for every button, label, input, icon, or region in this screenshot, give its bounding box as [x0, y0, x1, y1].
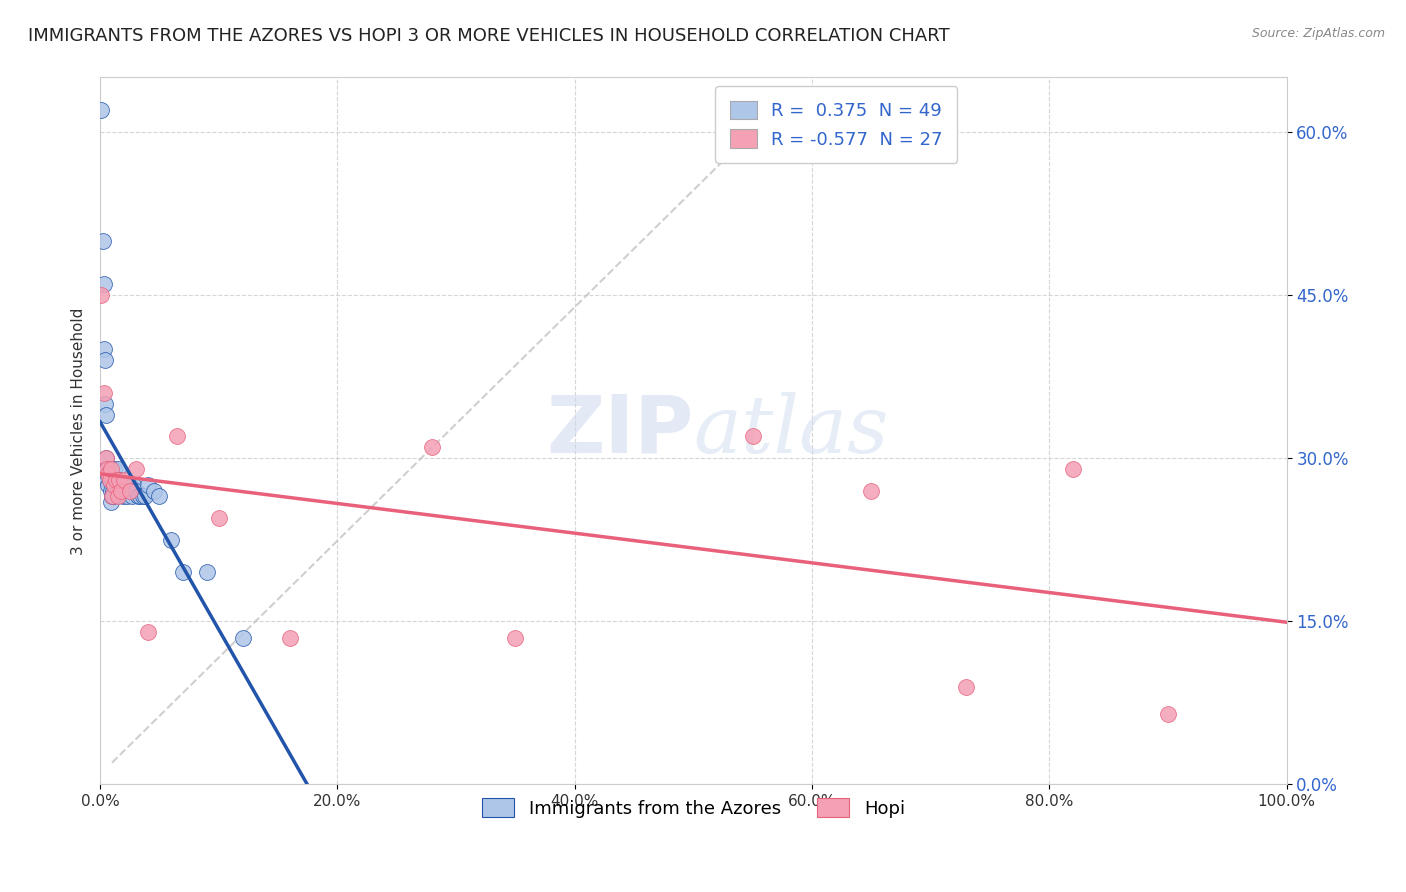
Point	[112, 483, 135, 498]
Point	[127, 489, 149, 503]
Point	[103, 478, 125, 492]
Point	[107, 483, 129, 498]
Point	[278, 631, 301, 645]
Point	[122, 478, 145, 492]
Y-axis label: 3 or more Vehicles in Household: 3 or more Vehicles in Household	[72, 307, 86, 555]
Point	[94, 451, 117, 466]
Point	[101, 473, 124, 487]
Text: atlas: atlas	[693, 392, 889, 470]
Point	[136, 478, 159, 492]
Point	[104, 478, 127, 492]
Point	[132, 489, 155, 503]
Point	[111, 489, 134, 503]
Point	[97, 467, 120, 482]
Point	[136, 625, 159, 640]
Point	[101, 489, 124, 503]
Point	[98, 473, 121, 487]
Point	[103, 462, 125, 476]
Point	[100, 494, 122, 508]
Text: ZIP: ZIP	[546, 392, 693, 470]
Point	[96, 462, 118, 476]
Point	[860, 483, 883, 498]
Point	[110, 483, 132, 498]
Point	[100, 462, 122, 476]
Point	[97, 478, 120, 492]
Point	[108, 473, 131, 487]
Point	[105, 473, 128, 487]
Point	[231, 631, 253, 645]
Point	[125, 483, 148, 498]
Point	[107, 489, 129, 503]
Point	[118, 478, 141, 492]
Point	[96, 473, 118, 487]
Point	[114, 478, 136, 492]
Point	[195, 566, 218, 580]
Point	[101, 489, 124, 503]
Point	[166, 429, 188, 443]
Point	[118, 483, 141, 498]
Point	[148, 489, 170, 503]
Point	[108, 473, 131, 487]
Point	[117, 489, 139, 503]
Point	[129, 489, 152, 503]
Point	[1062, 462, 1084, 476]
Text: IMMIGRANTS FROM THE AZORES VS HOPI 3 OR MORE VEHICLES IN HOUSEHOLD CORRELATION C: IMMIGRANTS FROM THE AZORES VS HOPI 3 OR …	[28, 27, 949, 45]
Point	[125, 462, 148, 476]
Point	[100, 483, 122, 498]
Point	[101, 489, 124, 503]
Point	[96, 462, 118, 476]
Point	[420, 440, 443, 454]
Legend: Immigrants from the Azores, Hopi: Immigrants from the Azores, Hopi	[474, 791, 912, 825]
Point	[1157, 706, 1180, 721]
Point	[172, 566, 194, 580]
Point	[94, 397, 117, 411]
Text: Source: ZipAtlas.com: Source: ZipAtlas.com	[1251, 27, 1385, 40]
Point	[142, 483, 165, 498]
Point	[160, 533, 183, 547]
Point	[93, 343, 115, 357]
Point	[90, 103, 112, 117]
Point	[98, 473, 121, 487]
Point	[94, 408, 117, 422]
Point	[91, 234, 114, 248]
Point	[93, 277, 115, 291]
Point	[505, 631, 527, 645]
Point	[120, 483, 142, 498]
Point	[107, 462, 129, 476]
Point	[94, 353, 117, 368]
Point	[93, 385, 115, 400]
Point	[110, 478, 132, 492]
Point	[955, 680, 977, 694]
Point	[94, 451, 117, 466]
Point	[134, 489, 156, 503]
Point	[115, 483, 138, 498]
Point	[97, 467, 120, 482]
Point	[101, 483, 124, 498]
Point	[112, 473, 135, 487]
Point	[741, 429, 763, 443]
Point	[90, 288, 112, 302]
Point	[104, 473, 127, 487]
Point	[110, 483, 132, 498]
Point	[121, 489, 143, 503]
Point	[208, 511, 231, 525]
Point	[98, 462, 121, 476]
